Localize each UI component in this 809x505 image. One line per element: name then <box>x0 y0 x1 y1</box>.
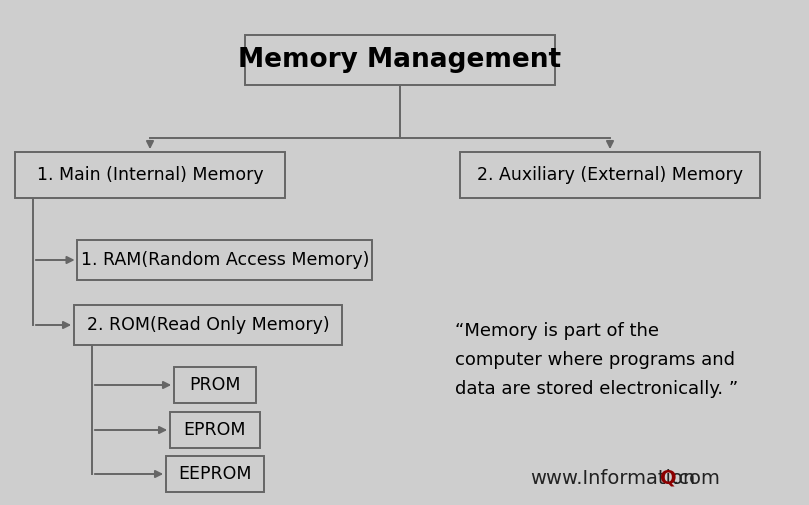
Text: PROM: PROM <box>189 376 241 394</box>
FancyBboxPatch shape <box>460 152 760 198</box>
Text: 2. Auxiliary (External) Memory: 2. Auxiliary (External) Memory <box>477 166 743 184</box>
FancyBboxPatch shape <box>170 412 260 448</box>
Text: Q: Q <box>660 469 676 487</box>
Text: EEPROM: EEPROM <box>178 465 252 483</box>
FancyBboxPatch shape <box>78 240 372 280</box>
Text: .com: .com <box>673 469 721 487</box>
FancyBboxPatch shape <box>74 305 342 345</box>
FancyBboxPatch shape <box>166 456 264 492</box>
Text: www.Information: www.Information <box>530 469 695 487</box>
Text: 2. ROM(Read Only Memory): 2. ROM(Read Only Memory) <box>87 316 329 334</box>
Text: EPROM: EPROM <box>184 421 246 439</box>
Text: Memory Management: Memory Management <box>239 47 561 73</box>
FancyBboxPatch shape <box>174 367 256 403</box>
FancyBboxPatch shape <box>15 152 285 198</box>
Text: 1. RAM(Random Access Memory): 1. RAM(Random Access Memory) <box>81 251 369 269</box>
Text: 1. Main (Internal) Memory: 1. Main (Internal) Memory <box>36 166 263 184</box>
Text: “Memory is part of the
computer where programs and
data are stored electronicall: “Memory is part of the computer where pr… <box>455 322 739 398</box>
FancyBboxPatch shape <box>245 35 555 85</box>
